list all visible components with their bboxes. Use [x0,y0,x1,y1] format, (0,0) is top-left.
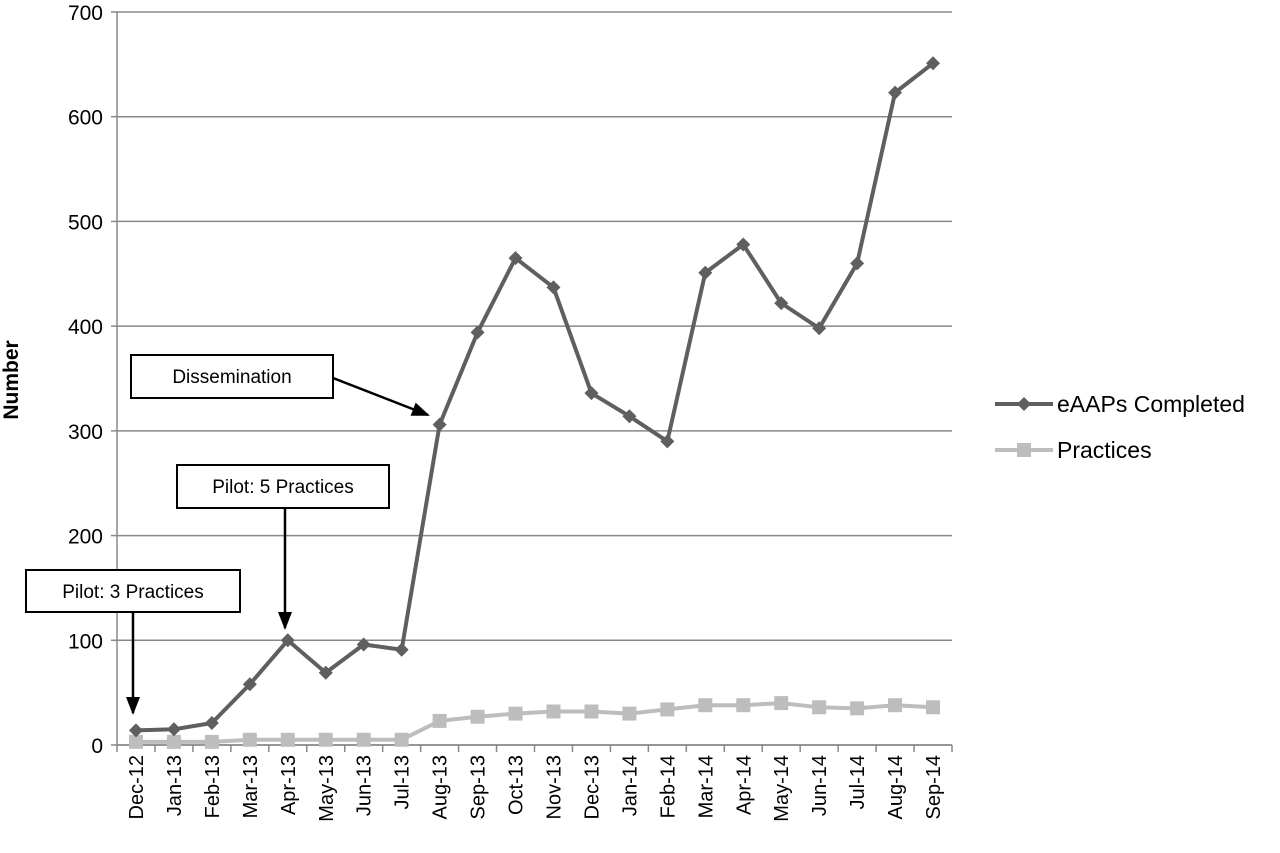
point [888,698,903,713]
annotation-text: Pilot: 3 Practices [62,582,204,603]
point [166,734,181,749]
legend-marker [1017,443,1031,457]
point [812,321,827,336]
x-tick-label: Feb-14 [657,755,679,818]
point [432,417,447,432]
point [128,723,143,738]
x-tick-label: Oct-13 [506,755,528,815]
annotation-text: Pilot: 5 Practices [212,477,354,498]
x-tick-label: Aug-13 [430,755,452,820]
x-tick-label: May-13 [316,755,338,822]
point [736,237,751,252]
point [622,706,637,721]
y-tick-label: 300 [68,421,103,444]
point [394,642,409,657]
y-axis-label: Number [0,340,23,419]
y-tick-label: 0 [91,735,103,758]
legend-marker [1017,397,1031,411]
x-tick-label: Feb-13 [202,755,224,818]
point [356,637,371,652]
x-tick-label: Jun-14 [809,755,831,816]
x-tick-label: Jul-13 [392,755,414,809]
annotation-box [130,354,334,399]
point [660,702,675,717]
y-tick-label: 200 [68,526,103,549]
point [926,700,941,715]
x-tick-label: Mar-13 [240,755,262,818]
grid: 0 100 200 300 400 500 600 700 Dec-12 Jan-13 Feb-13… [68,2,953,822]
x-tick-label: Jun-13 [354,755,376,816]
point [926,56,941,71]
point [774,296,789,311]
y-tick-label: 700 [68,2,103,25]
point [660,434,675,449]
legend-label: eAAPs Completed [1057,391,1245,417]
x-tick-label: Dec-13 [581,755,603,819]
y-tick-label: 100 [68,630,103,653]
annotation: Pilot: 5 Practices [176,464,390,630]
annotation-box [25,569,241,613]
point [318,732,333,747]
point [736,698,751,713]
point [850,701,865,716]
series-line [135,701,934,744]
point [318,665,333,680]
point [888,85,903,100]
x-tick-label: Apr-14 [733,755,755,815]
annotation-arrow [332,376,430,417]
point [546,704,561,719]
point [128,734,143,749]
point [204,734,219,749]
annotation: Dissemination [130,354,430,417]
x-tick-label: Aug-14 [885,755,907,820]
point [698,698,713,713]
annotation-box [176,464,390,509]
point [584,386,599,401]
x-tick-label: Jan-14 [619,755,641,816]
y-tick-label: 600 [68,107,103,130]
x-tick-label: Apr-13 [278,755,300,815]
y-tick-label: 400 [68,316,103,339]
point [356,732,371,747]
point [850,256,865,271]
x-tick-label: Jul-14 [847,755,869,809]
annotation-text: Dissemination [172,367,291,388]
series-line [135,61,935,733]
point [622,409,637,424]
point [508,251,523,266]
point [242,732,257,747]
x-tick-label: Dec-12 [126,755,148,819]
point [508,706,523,721]
point [774,696,789,711]
annotation: Pilot: 3 Practices [25,569,241,715]
point [204,716,219,731]
x-tick-label: May-14 [771,755,793,822]
x-tick-label: Nov-13 [543,755,565,819]
x-tick-label: Sep-14 [923,755,945,820]
point [546,280,561,295]
point [698,265,713,280]
x-tick-label: Jan-13 [164,755,186,816]
legend-label: Practices [1057,437,1152,463]
point [394,732,409,747]
point [812,700,827,715]
point [584,704,599,719]
y-tick-label: 500 [68,211,103,234]
point [242,677,257,692]
point [470,325,485,340]
point [432,713,447,728]
point [470,709,485,724]
point [280,732,295,747]
point [280,633,295,648]
legend: eAAPs Completed Practices [995,391,1245,463]
x-tick-label: Mar-14 [695,755,717,818]
x-tick-label: Sep-13 [468,755,490,820]
lines [128,56,941,749]
point [166,722,181,737]
